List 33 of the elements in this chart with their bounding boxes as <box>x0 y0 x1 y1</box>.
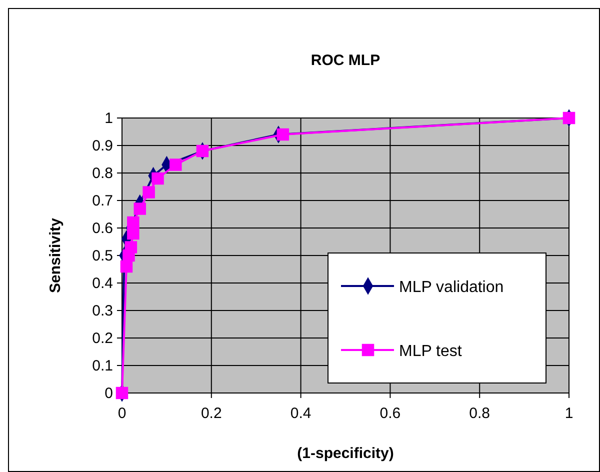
point <box>127 216 140 229</box>
point <box>196 144 209 158</box>
point <box>124 241 138 254</box>
point <box>562 112 576 124</box>
y-tick-label: 0.1 <box>92 358 113 374</box>
point <box>142 186 155 198</box>
point <box>116 386 128 400</box>
legend-label: MLP test <box>399 343 462 360</box>
x-axis-title: (1-specificity) <box>297 445 394 462</box>
y-tick-label: 0.6 <box>92 220 113 237</box>
point <box>152 172 164 185</box>
y-tick-label: 0.3 <box>92 302 113 320</box>
y-tick-label: 0.4 <box>92 275 113 292</box>
x-tick-label: 0.6 <box>380 405 401 422</box>
y-tick-label: 0.8 <box>92 165 113 182</box>
x-tick-label: 1 <box>564 405 574 422</box>
x-tick-label: 0.2 <box>200 405 222 422</box>
point <box>170 158 182 171</box>
point <box>127 227 140 240</box>
point <box>134 202 146 215</box>
x-tick-label: 0 <box>118 405 126 422</box>
chart-title: ROC MLP <box>310 52 380 69</box>
x-tick-label: 0.8 <box>469 405 490 422</box>
point <box>276 128 290 141</box>
y-tick-label: 1 <box>104 110 113 127</box>
y-axis-title: Sensitivity <box>47 217 64 294</box>
y-tick-label: 0.9 <box>92 138 113 154</box>
y-tick-label: 0 <box>104 385 113 402</box>
legend-label: MLP validation <box>399 279 504 296</box>
y-tick-label: 0.5 <box>92 248 113 264</box>
y-tick-label: 0.7 <box>92 192 113 210</box>
x-tick-label: 0.4 <box>290 405 312 422</box>
y-tick-label: 0.2 <box>92 330 113 347</box>
